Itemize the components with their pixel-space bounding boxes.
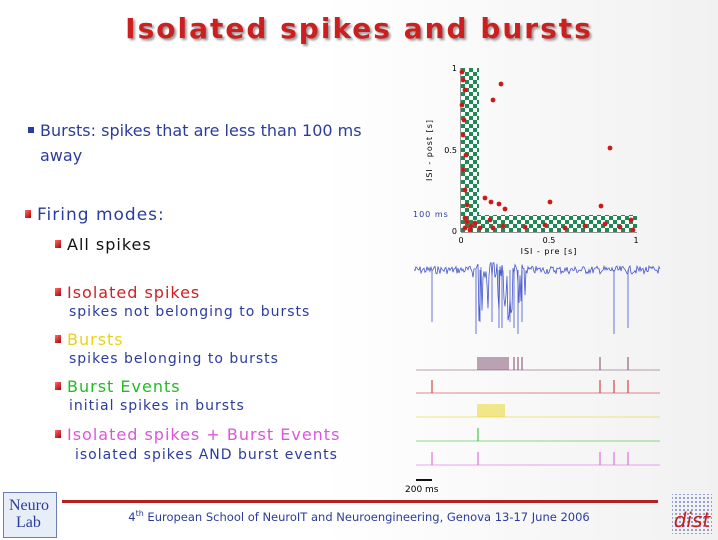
scatter-point: [562, 225, 568, 231]
footer-ordinal-suffix: th: [135, 509, 144, 518]
mode-bursts: Bursts: [55, 330, 124, 349]
y-axis-label: ISI - post [s]: [425, 119, 434, 181]
scatter-point: [462, 225, 468, 231]
scale-bar: [416, 479, 432, 481]
y-tick: 0.5: [444, 146, 457, 155]
mode-label: Isolated spikes + Burst Events: [67, 425, 341, 444]
burst-band-vertical: [461, 68, 479, 232]
mode-desc: spikes not belonging to bursts: [69, 304, 311, 320]
bullet-icon: [55, 430, 61, 438]
scatter-point: [502, 206, 508, 212]
scatter-point: [607, 145, 613, 151]
logo-line: Neuro: [9, 497, 49, 514]
scatter-point: [459, 102, 465, 108]
bullet-icon: [55, 335, 61, 343]
footer-divider: [62, 500, 658, 503]
bullet-icon: [25, 210, 31, 218]
slide-title: Isolated spikes and bursts: [125, 12, 593, 45]
footer-text: 4th European School of NeuroIT and Neuro…: [0, 509, 718, 524]
scatter-point: [460, 132, 466, 138]
x-axis-label: ISI - pre [s]: [521, 247, 578, 256]
scatter-point: [461, 117, 467, 123]
scatter-point: [462, 87, 468, 93]
scatter-point: [460, 77, 466, 83]
y-tick: 1: [452, 64, 457, 73]
scatter-point: [487, 217, 493, 223]
mode-label: Burst Events: [67, 377, 181, 396]
scale-bar-label: 200 ms: [405, 485, 439, 495]
mode-combined: Isolated spikes + Burst Events: [55, 425, 340, 444]
intro-bullet: Bursts: spikes that are less than 100 ms…: [28, 118, 368, 168]
scatter-point: [462, 215, 468, 221]
intro-text: Bursts: spikes that are less than 100 ms…: [40, 121, 362, 165]
raw-voltage-trace: [414, 262, 661, 334]
bullet-icon: [55, 382, 61, 390]
mode-burst-events: Burst Events: [55, 377, 181, 396]
mode-desc: initial spikes in bursts: [69, 398, 245, 414]
burst-band-horizontal: [461, 215, 637, 232]
scatter-point: [498, 81, 504, 87]
scatter-point: [602, 221, 608, 227]
mode-label: Bursts: [67, 330, 124, 349]
y-tick: 0: [452, 227, 457, 236]
scatter-point: [477, 225, 483, 231]
neurolab-logo: Neuro Lab: [3, 492, 57, 538]
mode-label: All spikes: [67, 235, 152, 254]
scatter-point: [547, 199, 553, 205]
scatter-point: [598, 203, 604, 209]
modes-heading-bullet: Firing modes:: [25, 205, 165, 225]
x-tick: 1: [633, 236, 638, 245]
bullet-icon: [55, 240, 61, 248]
scatter-point: [472, 220, 478, 226]
mode-desc: isolated spikes AND burst events: [75, 447, 338, 463]
scatter-point: [628, 217, 634, 223]
scatter-points: [459, 69, 636, 233]
logo-line: Lab: [16, 514, 41, 531]
scatter-point: [582, 223, 588, 229]
scatter-point: [617, 224, 623, 230]
bullet-icon: [28, 127, 34, 133]
scatter-point: [482, 195, 488, 201]
scatter-point: [496, 201, 502, 207]
scatter-point: [468, 223, 474, 229]
threshold-label: 100 ms: [413, 210, 449, 219]
mode-all-spikes: All spikes: [55, 235, 152, 254]
mode-isolated: Isolated spikes: [55, 283, 200, 302]
scatter-point: [630, 227, 636, 233]
scatter-point: [464, 202, 470, 208]
isi-return-map: 1 0.5 0 0 0.5 1 ISI - pre [s] ISI - post…: [413, 64, 639, 256]
scatter-point: [467, 227, 473, 233]
scatter-point: [500, 223, 506, 229]
modes-heading: Firing modes:: [37, 205, 165, 225]
mode-label: Isolated spikes: [67, 283, 201, 302]
mode-desc: spikes belonging to bursts: [69, 351, 279, 367]
bullet-icon: [55, 288, 61, 296]
trace-line: [414, 262, 661, 322]
scatter-point: [462, 187, 468, 193]
spike-rasters: [416, 357, 660, 466]
dist-logo: dist: [670, 492, 714, 536]
scatter-point: [463, 152, 469, 158]
footer-event: European School of NeuroIT and Neuroengi…: [143, 509, 590, 524]
scatter-point: [459, 69, 465, 75]
scatter-point: [490, 97, 496, 103]
dist-logo-text: dist: [674, 508, 712, 532]
scatter-point: [522, 224, 528, 230]
scatter-point: [488, 199, 494, 205]
scatter-point: [464, 219, 470, 225]
spike-traces: [414, 262, 661, 466]
x-tick: 0: [458, 236, 463, 245]
footer-ordinal: 4: [128, 509, 136, 524]
scatter-point: [542, 222, 548, 228]
scatter-point: [460, 167, 466, 173]
x-tick: 0.5: [543, 236, 556, 245]
scatter-point: [490, 225, 496, 231]
